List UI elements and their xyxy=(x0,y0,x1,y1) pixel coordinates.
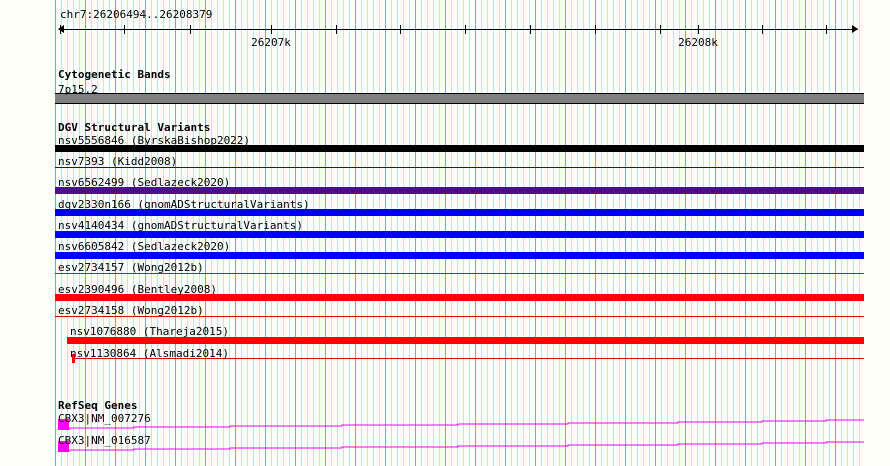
ruler-tick xyxy=(698,25,699,34)
gene-intron-line[interactable] xyxy=(58,441,864,452)
variant-bar[interactable] xyxy=(67,337,864,344)
variant-label: nsv5556846 (ByrskaBishop2022) xyxy=(58,134,251,147)
section-title-dgv-structural-variants: DGV Structural Variants xyxy=(58,121,211,134)
variant-bar[interactable] xyxy=(55,294,864,301)
variant-bar[interactable] xyxy=(55,167,864,168)
variant-label: nsv1076880 (Thareja2015) xyxy=(70,325,229,338)
variant-label: nsv4140434 (gnomADStructuralVariants) xyxy=(58,219,304,232)
ruler-tick xyxy=(124,25,125,34)
gene-label: CBX3|NM_016587 xyxy=(58,434,151,447)
variant-label: esv2734158 (Wong2012b) xyxy=(58,304,204,317)
ruler-tick xyxy=(595,25,596,34)
genomic-ruler[interactable]: chr7:26206494..26208379 26207k 26208k xyxy=(0,0,890,52)
ruler-tick xyxy=(60,25,61,34)
ruler-tick xyxy=(271,25,272,34)
variant-bar[interactable] xyxy=(55,231,864,238)
section-title-cytogenetic-bands: Cytogenetic Bands xyxy=(58,68,171,81)
variant-bar[interactable] xyxy=(55,252,864,259)
variant-label: nsv7393 (Kidd2008) xyxy=(58,155,178,168)
gene-exon-block[interactable] xyxy=(58,441,69,452)
gene-model[interactable] xyxy=(0,440,890,456)
variant-start-marker[interactable] xyxy=(72,354,75,363)
gene-exon-block[interactable] xyxy=(58,419,69,430)
ruler-tick xyxy=(336,25,337,34)
pan-right-arrow-icon[interactable] xyxy=(852,25,858,33)
ruler-tick-label: 26208k xyxy=(678,36,718,49)
section-title-refseq-genes: RefSeq Genes xyxy=(58,399,138,412)
gene-intron-line[interactable] xyxy=(58,419,864,430)
variant-bar[interactable] xyxy=(72,358,864,359)
cytoband-bar[interactable] xyxy=(55,93,864,104)
variant-label: nsv1130864 (Alsmadi2014) xyxy=(70,347,229,360)
variant-label: esv2734157 (Wong2012b) xyxy=(58,261,204,274)
ruler-tick xyxy=(762,25,763,34)
variant-bar[interactable] xyxy=(55,209,864,216)
ruler-tick xyxy=(660,25,661,34)
variant-label: nsv6562499 (Sedlazeck2020) xyxy=(58,176,231,189)
variant-label: nsv6605842 (Sedlazeck2020) xyxy=(58,240,231,253)
ruler-tick xyxy=(190,25,191,34)
ruler-axis-line xyxy=(60,29,858,30)
ruler-tick-label: 26207k xyxy=(251,36,291,49)
gene-label: CBX3|NM_007276 xyxy=(58,412,151,425)
variant-label: dgv2330n166 (gnomADStructuralVariants) xyxy=(58,198,310,211)
cytoband-label: 7p15.2 xyxy=(58,83,98,96)
ruler-tick xyxy=(465,25,466,34)
ruler-tick xyxy=(826,25,827,34)
variant-bar[interactable] xyxy=(55,145,864,152)
gene-model[interactable] xyxy=(0,418,890,434)
locus-label: chr7:26206494..26208379 xyxy=(60,8,213,21)
variant-bar[interactable] xyxy=(55,187,864,194)
variant-bar[interactable] xyxy=(55,273,864,274)
ruler-tick xyxy=(400,25,401,34)
variant-bar[interactable] xyxy=(55,316,864,317)
pan-left-arrow-icon[interactable] xyxy=(58,25,64,33)
variant-label: esv2390496 (Bentley2008) xyxy=(58,283,217,296)
ruler-tick xyxy=(530,25,531,34)
